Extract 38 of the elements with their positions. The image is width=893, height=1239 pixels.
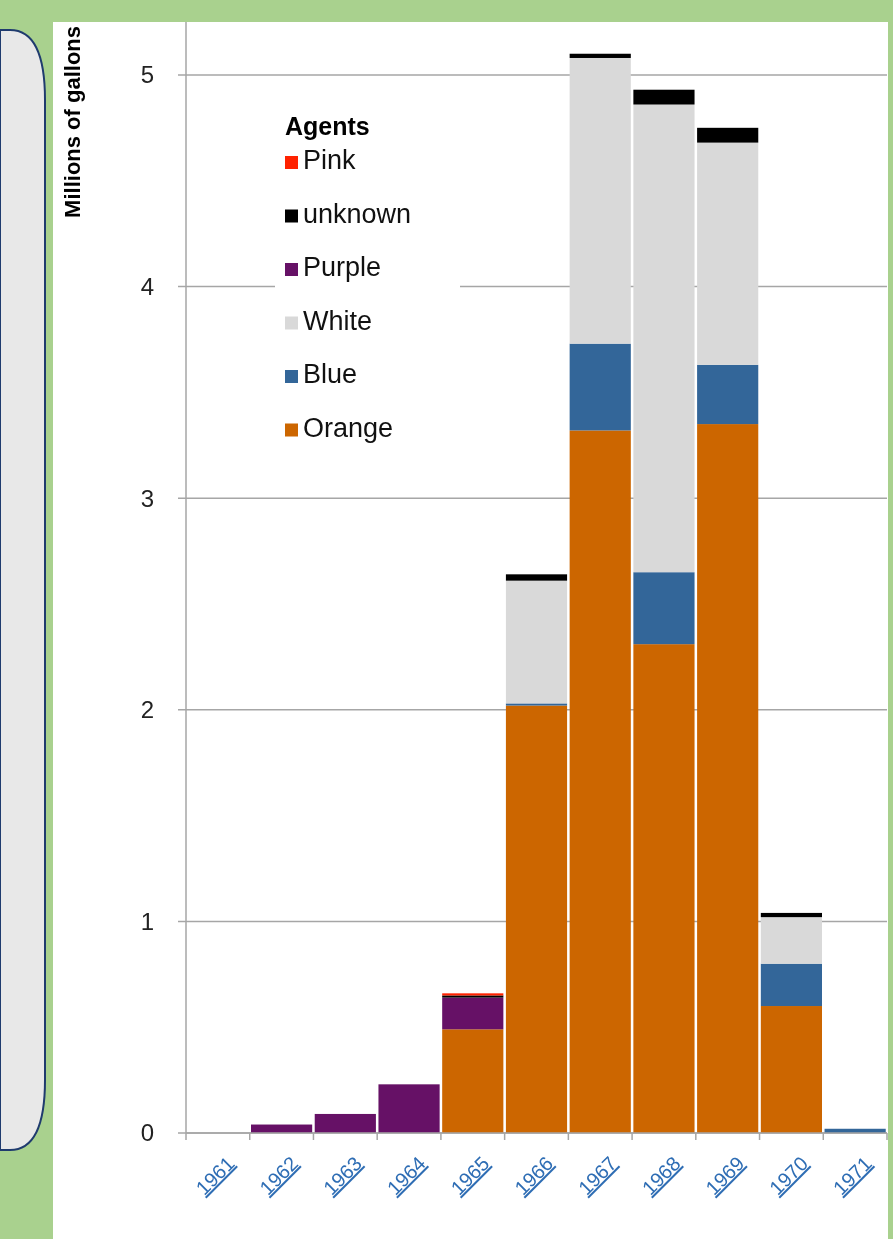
bar bbox=[760, 917, 822, 964]
y-tick-label: 1 bbox=[140, 907, 154, 935]
bar bbox=[633, 572, 695, 645]
bar bbox=[505, 705, 568, 1133]
bar bbox=[569, 53, 631, 58]
bar bbox=[505, 703, 568, 706]
bar bbox=[442, 1029, 504, 1133]
bar bbox=[697, 364, 759, 425]
bar bbox=[697, 127, 759, 143]
y-axis-title: Millions of gallons bbox=[60, 26, 85, 218]
bar bbox=[760, 963, 822, 1007]
bar bbox=[569, 57, 631, 344]
bar bbox=[569, 430, 631, 1133]
bar bbox=[505, 580, 568, 704]
legend-label: Blue bbox=[303, 359, 358, 389]
bar bbox=[760, 912, 822, 918]
bar bbox=[697, 142, 759, 365]
y-tick-label: 3 bbox=[140, 484, 154, 512]
legend-label: White bbox=[303, 305, 373, 336]
legend-label: unknown bbox=[303, 198, 412, 229]
bar bbox=[505, 574, 568, 581]
legend-title: Agents bbox=[285, 112, 370, 140]
bar bbox=[760, 1006, 822, 1133]
legend-label: Pink bbox=[303, 145, 357, 175]
y-tick-label: 0 bbox=[140, 1119, 154, 1147]
bar bbox=[378, 1084, 440, 1133]
y-tick-label: 5 bbox=[140, 61, 154, 89]
bar bbox=[633, 644, 695, 1133]
bar bbox=[442, 997, 504, 1030]
bar bbox=[569, 343, 631, 431]
legend-label: Orange bbox=[303, 412, 394, 443]
bar bbox=[633, 89, 695, 105]
bar bbox=[697, 424, 759, 1133]
legend-label: Purple bbox=[303, 252, 382, 282]
y-tick-label: 4 bbox=[140, 272, 154, 300]
bar bbox=[633, 104, 695, 573]
bar bbox=[314, 1113, 376, 1133]
y-tick-label: 2 bbox=[140, 696, 154, 724]
